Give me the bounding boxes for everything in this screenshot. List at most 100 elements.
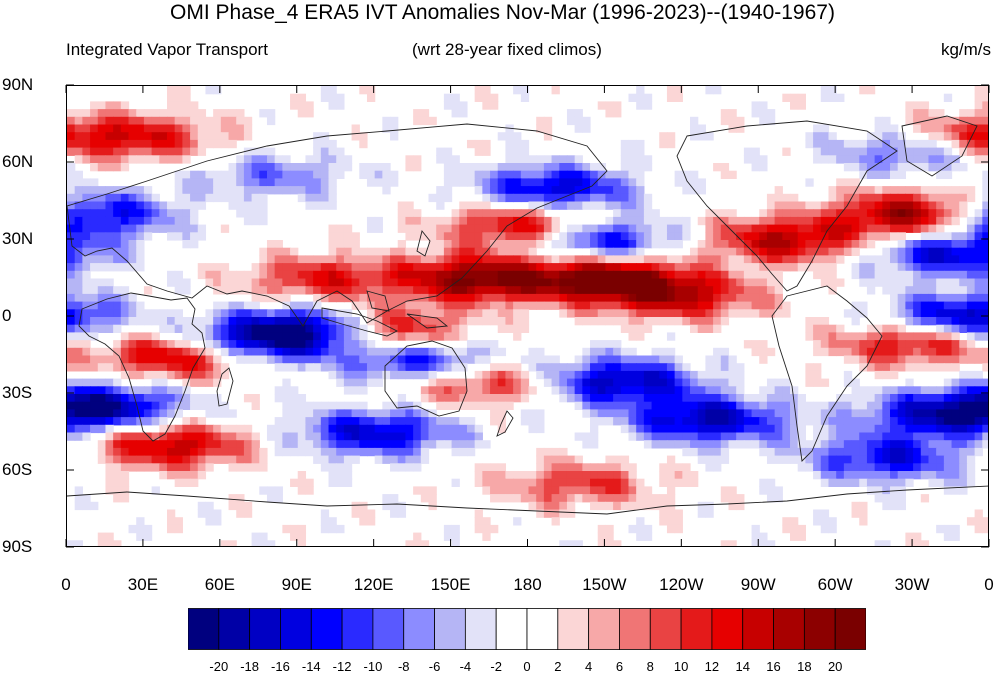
- field-cell: [682, 309, 691, 318]
- coastline-australia: [384, 340, 468, 417]
- field-cell: [120, 471, 130, 480]
- field-cell: [259, 216, 268, 226]
- field-cell: [67, 317, 76, 326]
- field-cell: [705, 132, 714, 141]
- field-cell: [336, 432, 345, 441]
- field-cell: [690, 293, 699, 303]
- field-cell: [320, 517, 330, 526]
- field-cell: [466, 201, 476, 210]
- field-cell: [628, 155, 637, 164]
- field-cell: [320, 363, 330, 372]
- field-cell: [343, 163, 353, 172]
- field-cell: [928, 409, 937, 418]
- field-cell: [474, 263, 483, 272]
- field-cell: [920, 363, 930, 372]
- field-cell: [851, 463, 860, 472]
- field-cell: [805, 209, 814, 218]
- field-cell: [766, 293, 776, 303]
- field-cell: [613, 394, 622, 403]
- field-cell: [497, 178, 507, 187]
- field-cell: [420, 386, 430, 395]
- field-cell: [159, 386, 168, 395]
- field-cell: [151, 340, 160, 349]
- field-cell: [920, 240, 930, 249]
- field-cell: [759, 401, 768, 410]
- field-cell: [143, 355, 153, 364]
- field-cell: [490, 278, 499, 287]
- field-cell: [605, 501, 614, 511]
- field-cell: [97, 109, 107, 118]
- field-cell: [697, 417, 707, 426]
- field-cell: [843, 209, 853, 218]
- field-cell: [582, 378, 591, 387]
- field-cell: [874, 147, 883, 156]
- field-cell: [928, 186, 937, 195]
- field-cell: [105, 440, 114, 449]
- field-cell: [297, 401, 307, 410]
- field-cell: [159, 409, 168, 418]
- field-cell: [374, 370, 383, 380]
- field-cell: [890, 417, 899, 426]
- field-cell: [474, 201, 483, 210]
- field-cell: [228, 178, 237, 187]
- field-cell: [397, 501, 407, 511]
- field-cell: [428, 440, 437, 449]
- field-cell: [974, 432, 983, 441]
- field-cell: [482, 524, 491, 534]
- field-cell: [182, 471, 191, 480]
- field-cell: [120, 209, 130, 218]
- field-cell: [297, 363, 307, 372]
- field-cell: [736, 417, 745, 426]
- field-cell: [74, 209, 83, 218]
- field-cell: [890, 139, 899, 149]
- field-cell: [813, 255, 822, 264]
- field-cell: [720, 417, 730, 426]
- field-cell: [343, 224, 353, 233]
- field-cell: [928, 355, 937, 364]
- field-cell: [405, 432, 414, 441]
- field-cell: [220, 347, 230, 357]
- field-cell: [697, 501, 707, 511]
- field-cell: [666, 347, 676, 357]
- field-cell: [259, 178, 268, 187]
- field-cell: [636, 186, 645, 195]
- field-cell: [313, 432, 322, 441]
- colorbar-swatch: [526, 608, 559, 650]
- field-cell: [828, 186, 837, 195]
- field-cell: [766, 455, 776, 464]
- field-cell: [928, 463, 937, 472]
- field-cell: [659, 293, 668, 303]
- field-cell: [674, 309, 683, 318]
- field-cell: [790, 417, 799, 426]
- field-cell: [351, 278, 360, 287]
- field-cell: [828, 247, 837, 256]
- field-cell: [713, 255, 722, 264]
- field-cell: [820, 139, 830, 149]
- field-cell: [251, 401, 260, 410]
- field-cell: [613, 540, 622, 546]
- field-cell: [951, 432, 960, 441]
- field-cell: [690, 417, 699, 426]
- field-cell: [790, 93, 799, 102]
- field-cell: [397, 347, 407, 357]
- field-cell: [274, 424, 283, 434]
- field-cell: [151, 386, 160, 395]
- field-cell: [674, 278, 683, 287]
- field-cell: [328, 232, 337, 241]
- field-cell: [105, 463, 114, 472]
- field-cell: [228, 540, 237, 546]
- field-cell: [913, 532, 922, 541]
- field-cell: [297, 286, 307, 295]
- field-cell: [574, 178, 583, 187]
- field-cell: [382, 447, 391, 457]
- field-cell: [543, 471, 553, 480]
- field-cell: [443, 440, 453, 449]
- field-cell: [743, 270, 753, 280]
- field-cell: [966, 278, 976, 287]
- field-cell: [528, 255, 537, 264]
- field-cell: [359, 324, 368, 333]
- field-cell: [459, 209, 468, 218]
- field-cell: [651, 224, 660, 233]
- field-cell: [843, 478, 853, 487]
- field-cell: [582, 478, 591, 487]
